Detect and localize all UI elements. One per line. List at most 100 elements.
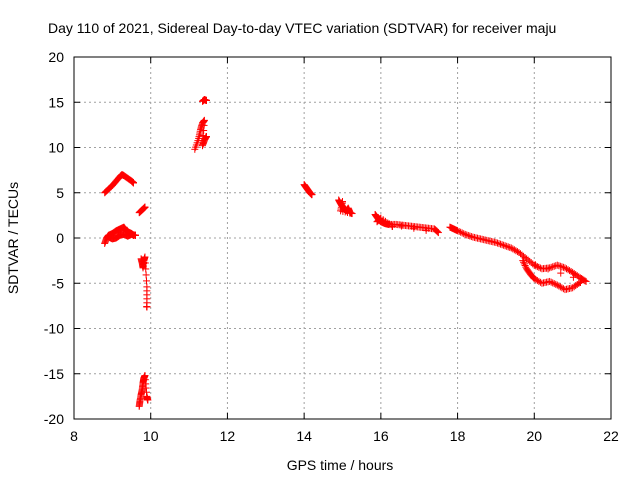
data-point xyxy=(457,228,465,236)
data-point xyxy=(492,239,500,247)
data-point xyxy=(535,277,543,285)
data-point xyxy=(561,264,569,272)
data-point xyxy=(202,96,210,104)
data-point xyxy=(558,263,566,271)
data-point xyxy=(555,262,563,270)
data-point xyxy=(553,281,561,289)
x-tick-label: 16 xyxy=(373,428,389,444)
data-point xyxy=(461,230,469,238)
series-arc-high-mid xyxy=(191,116,210,153)
data-point xyxy=(376,215,384,223)
data-point xyxy=(433,227,441,235)
data-point xyxy=(566,267,574,275)
y-tick-label: -20 xyxy=(44,411,64,427)
data-point xyxy=(501,242,509,250)
data-point xyxy=(550,262,558,270)
data-point xyxy=(507,244,515,252)
data-point xyxy=(547,263,555,271)
data-point xyxy=(552,280,560,288)
y-axis-title: SDTVAR / TECUs xyxy=(5,182,21,294)
data-point xyxy=(466,232,474,240)
data-point xyxy=(493,239,501,247)
data-point xyxy=(458,229,466,237)
data-point xyxy=(143,303,151,311)
data-point xyxy=(544,265,552,273)
data-point xyxy=(575,279,583,287)
data-point xyxy=(503,242,511,250)
axis-ticks: 8 10 12 14 16 18 20 22 -20 -15 -10 -5 0 5 10 15 20 xyxy=(44,49,619,444)
data-point xyxy=(549,279,557,287)
data-point xyxy=(512,247,520,255)
data-point xyxy=(569,273,577,281)
series-arc-peak xyxy=(198,96,210,105)
data-point xyxy=(497,240,505,248)
x-tick-label: 14 xyxy=(296,428,312,444)
data-point xyxy=(519,257,527,265)
series-arc-14h xyxy=(300,181,316,199)
y-tick-label: 5 xyxy=(56,185,64,201)
y-tick-label: 15 xyxy=(48,94,64,110)
data-point xyxy=(576,278,584,286)
data-point xyxy=(131,231,139,239)
data-point xyxy=(531,261,539,269)
data-point xyxy=(530,275,538,283)
series-arc-rising-small xyxy=(135,203,149,217)
x-axis-title: GPS time / hours xyxy=(287,457,394,473)
data-point xyxy=(533,277,541,285)
data-point xyxy=(521,262,529,270)
series-arc-mid-drop xyxy=(137,253,151,311)
data-point xyxy=(556,262,564,270)
data-point xyxy=(495,240,503,248)
data-point xyxy=(467,233,475,241)
data-point xyxy=(434,228,442,236)
x-tick-label: 18 xyxy=(450,428,466,444)
data-point xyxy=(202,133,210,141)
y-tick-label: 20 xyxy=(48,49,64,65)
data-point xyxy=(510,246,518,254)
data-point xyxy=(463,231,471,239)
data-point xyxy=(142,265,150,273)
y-tick-label: -10 xyxy=(44,321,64,337)
data-point xyxy=(546,277,554,285)
chart-title: Day 110 of 2021, Sidereal Day-to-day VTE… xyxy=(48,20,556,36)
data-point xyxy=(549,263,557,271)
data-point xyxy=(550,280,558,288)
data-point xyxy=(498,241,506,249)
data-point xyxy=(504,243,512,251)
series-arc-15h xyxy=(335,196,356,218)
data-point xyxy=(547,278,555,286)
data-point xyxy=(555,282,563,290)
data-point xyxy=(460,230,468,238)
data-point xyxy=(142,277,150,285)
data-point xyxy=(546,264,554,272)
data-point xyxy=(582,277,590,285)
data-point xyxy=(434,229,442,237)
data-point xyxy=(388,222,396,230)
x-tick-label: 8 xyxy=(70,428,78,444)
gridlines xyxy=(74,57,611,419)
data-point xyxy=(563,265,571,273)
data-point xyxy=(509,245,517,253)
y-tick-label: -15 xyxy=(44,366,64,382)
data-point xyxy=(141,203,149,211)
data-point xyxy=(141,259,149,267)
data-point xyxy=(500,241,508,249)
x-tick-label: 20 xyxy=(526,428,542,444)
data-point xyxy=(410,224,418,232)
series-arc-upper-left xyxy=(101,171,137,197)
x-tick-label: 10 xyxy=(143,428,159,444)
series-arc-18h-21h xyxy=(446,223,590,294)
data-point xyxy=(564,266,572,274)
data-point xyxy=(581,277,589,285)
series-arc-deep-low xyxy=(135,372,152,410)
data-point xyxy=(556,283,564,291)
x-tick-label: 12 xyxy=(220,428,236,444)
data-point xyxy=(454,227,462,235)
data-point xyxy=(520,258,528,266)
series-arc-near-zero-left-lower xyxy=(105,230,139,243)
data-point xyxy=(339,198,346,206)
data-point xyxy=(398,222,406,230)
y-tick-label: -5 xyxy=(52,275,65,291)
data-point xyxy=(144,396,152,404)
